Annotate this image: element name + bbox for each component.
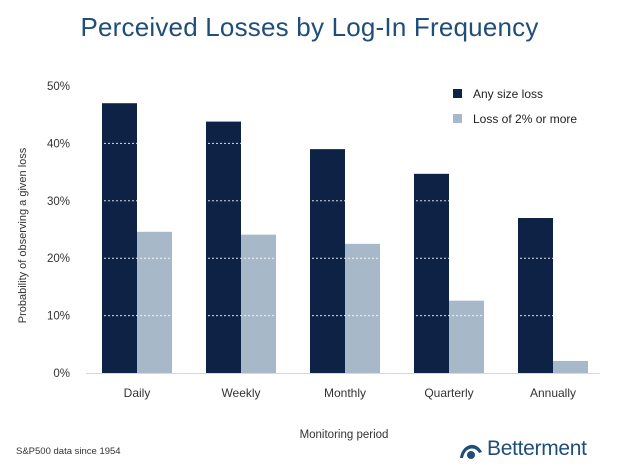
x-tick-label: Weekly bbox=[221, 386, 260, 400]
x-axis-label: Monitoring period bbox=[300, 429, 389, 441]
y-tick-label: 30% bbox=[47, 196, 70, 208]
bar-loss-2pct-daily bbox=[137, 231, 172, 373]
bar-any-size-loss-quarterly bbox=[414, 173, 449, 373]
source-note: S&P500 data since 1954 bbox=[16, 446, 121, 457]
y-tick-label: 20% bbox=[47, 253, 70, 265]
legend-swatch bbox=[453, 89, 462, 98]
betterment-logo: Betterment bbox=[458, 436, 587, 462]
y-tick-label: 40% bbox=[47, 138, 70, 150]
y-tick-label: 0% bbox=[53, 368, 70, 380]
bar-any-size-loss-weekly bbox=[206, 121, 241, 373]
x-tick-label: Monthly bbox=[324, 386, 366, 400]
chart-title: Perceived Losses by Log-In Frequency bbox=[80, 12, 539, 42]
y-axis-label: Probability of observing a given loss bbox=[17, 147, 29, 323]
legend-label: Any size loss bbox=[473, 87, 543, 101]
bar-loss-2pct-annually bbox=[553, 360, 588, 373]
bar-loss-2pct-quarterly bbox=[449, 300, 484, 373]
y-tick-label: 50% bbox=[47, 81, 70, 93]
legend-label: Loss of 2% or more bbox=[473, 112, 577, 126]
y-tick-label: 10% bbox=[47, 311, 70, 323]
x-tick-label: Daily bbox=[124, 386, 151, 400]
bar-loss-2pct-weekly bbox=[241, 234, 276, 373]
bar-any-size-loss-annually bbox=[518, 218, 553, 373]
bar-loss-2pct-monthly bbox=[345, 243, 380, 373]
brand-name: Betterment bbox=[487, 437, 587, 460]
legend-swatch bbox=[453, 114, 462, 123]
bar-any-size-loss-monthly bbox=[310, 149, 345, 373]
bar-any-size-loss-daily bbox=[102, 103, 137, 373]
x-tick-label: Annually bbox=[530, 386, 576, 400]
betterment-logo-icon bbox=[460, 444, 482, 459]
x-tick-label: Quarterly bbox=[424, 386, 473, 400]
